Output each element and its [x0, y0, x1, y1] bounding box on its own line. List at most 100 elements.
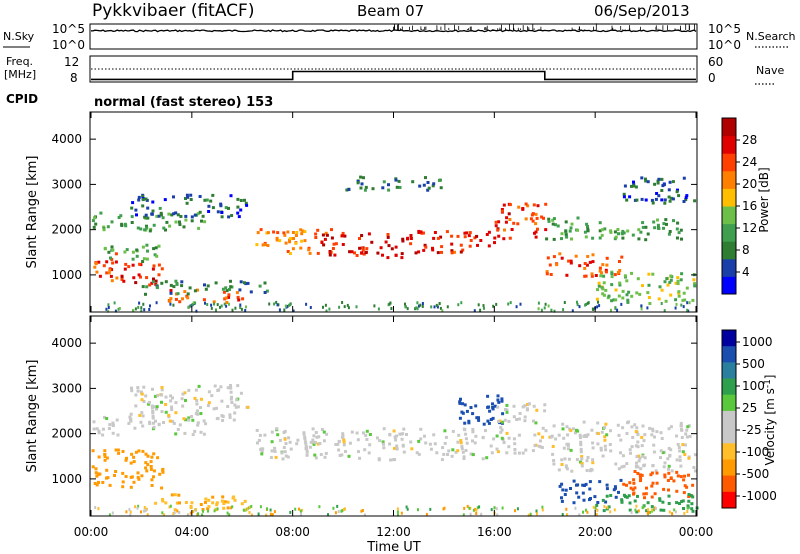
- data-cell: [315, 435, 319, 439]
- data-cell: [204, 287, 208, 291]
- data-cell: [646, 306, 649, 310]
- data-cell: [288, 440, 292, 444]
- data-cell: [564, 488, 568, 492]
- data-cell: [685, 485, 689, 489]
- data-cell: [446, 305, 449, 309]
- data-cell: [161, 511, 164, 515]
- data-cell: [192, 510, 195, 514]
- data-cell: [316, 228, 320, 232]
- data-cell: [177, 493, 181, 497]
- data-cell: [622, 464, 626, 468]
- data-cell: [562, 436, 566, 440]
- data-cell: [161, 470, 165, 474]
- data-cell: [236, 405, 240, 409]
- data-cell: [132, 460, 136, 464]
- data-cell: [663, 201, 667, 205]
- data-cell: [107, 427, 111, 430]
- data-cell: [426, 181, 430, 184]
- data-cell: [239, 303, 242, 307]
- data-cell: [92, 420, 96, 424]
- data-cell: [128, 415, 132, 419]
- data-cell: [360, 246, 364, 250]
- data-cell: [458, 416, 462, 420]
- data-cell: [477, 416, 480, 420]
- data-cell: [601, 498, 605, 502]
- data-cell: [134, 404, 138, 408]
- data-cell: [602, 274, 606, 278]
- data-cell: [489, 418, 493, 421]
- data-cell: [120, 277, 124, 281]
- data-cell: [337, 510, 340, 513]
- data-cell: [224, 286, 228, 290]
- data-cell: [463, 403, 467, 407]
- velocity-cbar-swatch: [722, 475, 736, 493]
- data-cell: [439, 235, 443, 239]
- data-cell: [358, 456, 362, 460]
- data-cell: [609, 510, 612, 514]
- data-cell: [132, 455, 136, 459]
- data-cell: [533, 444, 537, 448]
- data-cell: [556, 224, 560, 228]
- data-cell: [622, 195, 626, 199]
- data-cell: [371, 187, 375, 191]
- data-cell: [103, 453, 107, 456]
- data-cell: [125, 248, 129, 252]
- data-cell: [98, 472, 102, 476]
- data-cell: [641, 454, 645, 458]
- data-cell: [682, 478, 686, 482]
- data-cell: [205, 198, 209, 202]
- data-cell: [134, 307, 137, 311]
- data-cell: [169, 399, 173, 403]
- data-cell: [268, 302, 271, 306]
- data-cell: [668, 510, 671, 514]
- data-cell: [275, 300, 278, 304]
- data-cell: [680, 428, 683, 431]
- data-cell: [170, 213, 174, 217]
- velocity-cbar-frame: [721, 329, 737, 509]
- noise-sky-line: [90, 29, 697, 33]
- data-cell: [409, 234, 413, 237]
- data-cell: [141, 414, 145, 418]
- data-cell: [473, 441, 477, 445]
- data-cell: [616, 270, 620, 274]
- data-cell: [585, 508, 587, 512]
- data-cell: [500, 436, 504, 440]
- data-cell: [119, 214, 123, 218]
- data-cell: [194, 388, 198, 392]
- data-cell: [411, 180, 415, 184]
- data-cell: [182, 225, 186, 229]
- data-cell: [406, 236, 410, 240]
- data-cell: [173, 508, 177, 512]
- data-cell: [417, 231, 421, 234]
- data-cell: [236, 295, 240, 299]
- data-cell: [596, 508, 599, 512]
- data-cell: [189, 193, 193, 197]
- data-cell: [633, 499, 637, 503]
- data-cell: [384, 240, 388, 244]
- data-cell: [270, 430, 274, 434]
- data-cell: [117, 451, 121, 455]
- data-cell: [409, 440, 413, 444]
- data-cell: [94, 471, 98, 475]
- data-cell: [671, 180, 675, 184]
- data-cell: [637, 454, 641, 458]
- data-cell: [118, 307, 121, 310]
- data-cell: [593, 495, 597, 499]
- data-cell: [668, 180, 672, 184]
- data-cell: [146, 216, 150, 220]
- data-cell: [675, 434, 678, 438]
- data-cell: [278, 308, 281, 312]
- data-cell: [155, 254, 159, 258]
- data-cell: [668, 199, 672, 203]
- data-cell: [140, 306, 143, 310]
- data-cell: [529, 217, 533, 221]
- data-cell: [230, 401, 234, 404]
- data-cell: [423, 434, 426, 438]
- data-cell: [347, 454, 351, 458]
- data-cell: [675, 190, 679, 194]
- data-cell: [450, 242, 454, 246]
- mode-label: normal (fast stereo) 153: [94, 95, 273, 110]
- data-cell: [149, 304, 151, 308]
- data-cell: [298, 507, 300, 511]
- data-cell: [402, 450, 406, 454]
